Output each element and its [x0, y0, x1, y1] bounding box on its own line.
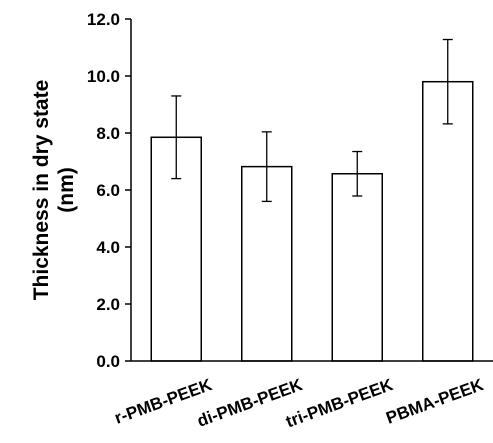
- y-tick-label: 0.0: [96, 352, 120, 371]
- bar: [331, 173, 383, 362]
- y-tick-label: 12.0: [87, 10, 120, 29]
- y-tick-label: 2.0: [96, 295, 120, 314]
- y-axis-title-text: Thickness in dry state(nm): [30, 80, 78, 301]
- x-tick-label: PBMA-PEEK: [384, 375, 487, 428]
- error-bars: [171, 38, 453, 203]
- bar: [422, 80, 474, 362]
- y-tick-label: 4.0: [96, 238, 120, 257]
- y-axis-title: Thickness in dry state(nm): [30, 80, 78, 301]
- y-tick-label: 6.0: [96, 181, 120, 200]
- y-tick-label: 8.0: [96, 124, 120, 143]
- y-axis-title-line: (nm): [55, 167, 78, 213]
- y-axis-title-line: Thickness in dry state: [30, 80, 53, 301]
- bars: [150, 80, 474, 362]
- y-axis-ticks: 0.0 2.0 4.0 6.0 8.0 10.0 12.0: [87, 10, 131, 371]
- x-axis-labels: r-PMB-PEEKdi-PMB-PEEKtri-PMB-PEEKPBMA-PE…: [112, 375, 487, 432]
- axes: [130, 19, 493, 362]
- y-tick-label: 10.0: [87, 67, 120, 86]
